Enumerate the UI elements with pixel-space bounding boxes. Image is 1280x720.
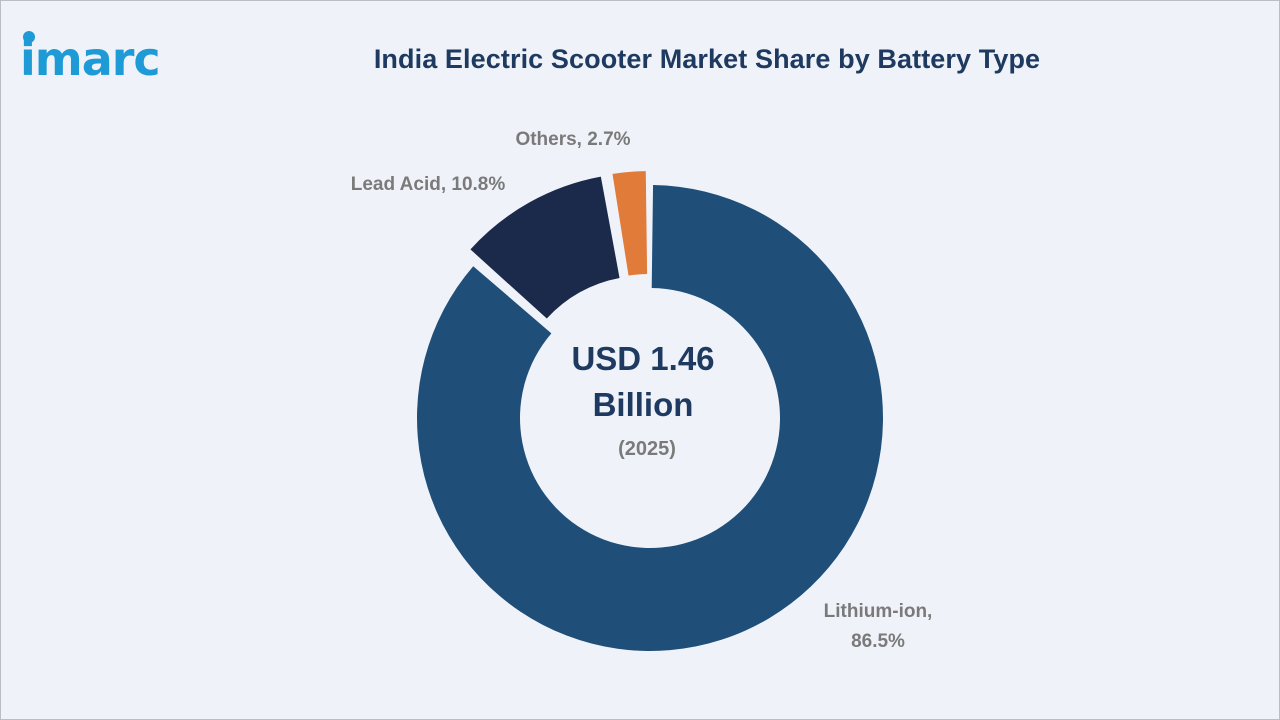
slice-label-lithium-ion: Lithium-ion, 86.5%	[824, 601, 933, 652]
segment-labels: Lithium-ion, 86.5% Lead Acid, 10.8% Others,…	[351, 129, 933, 652]
slice-label-line: Lead Acid, 10.8%	[351, 174, 506, 195]
slice-label-others: Others, 2.7%	[515, 129, 630, 150]
center-year: (2025)	[618, 438, 676, 460]
donut-slice-others	[612, 171, 648, 276]
logo-dot	[23, 31, 35, 43]
slice-label-line: Lithium-ion,	[824, 601, 933, 622]
donut-slice-lithium-ion	[416, 185, 883, 651]
donut-segments	[416, 171, 883, 651]
slice-label-line: 86.5%	[851, 631, 905, 652]
slice-label-line: Others, 2.7%	[515, 129, 630, 150]
chart-title: India Electric Scooter Market Share by B…	[373, 44, 1041, 74]
center-value-line-2: Billion	[593, 386, 694, 423]
logo-text: imarc	[20, 32, 160, 86]
center-value-line-1: USD 1.46	[571, 340, 714, 377]
slice-label-lead-acid: Lead Acid, 10.8%	[351, 174, 506, 195]
donut-slice-lead-acid	[470, 176, 620, 319]
imarc-logo: imarc	[20, 31, 161, 86]
